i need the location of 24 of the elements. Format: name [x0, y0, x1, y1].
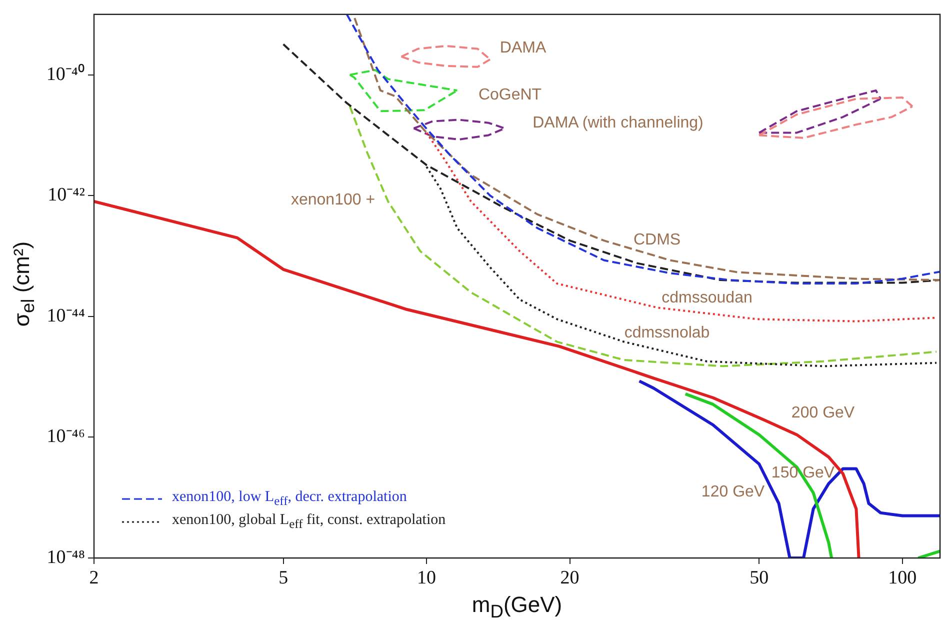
legend-label: xenon100, low L$_{eff}$, decr. extrapolation — [172, 489, 407, 509]
x-tick-label: 100 — [888, 567, 917, 588]
x-tick-label: 50 — [750, 567, 769, 588]
y-tick-label: 10⁻⁴⁰ — [46, 62, 85, 85]
x-tick-label: 10 — [417, 567, 436, 588]
annotation: 150 GeV — [771, 464, 835, 482]
x-tick-label: 5 — [278, 567, 288, 588]
annotation: 120 GeV — [701, 483, 765, 500]
x-axis-title: m$_{D}$(GeV) — [472, 592, 562, 622]
legend-label: xenon100, global L$_{eff}$ fit, const. extrapolation — [172, 512, 446, 532]
annotation: xenon100 + — [290, 191, 376, 208]
annotation: cdmssnolab — [624, 324, 710, 342]
y-tick-label: 10⁻⁴⁶ — [46, 426, 85, 448]
x-tick-label: 20 — [560, 567, 580, 588]
annotation: DAMA (with channeling) — [532, 114, 704, 132]
x-tick-label: 2 — [89, 567, 99, 588]
y-tick-label: 10⁻⁴⁸ — [46, 546, 85, 568]
y-tick-label: 10⁻⁴² — [48, 184, 86, 206]
annotation: CDMS — [633, 231, 681, 248]
annotation: CoGeNT — [478, 86, 542, 104]
y-tick-label: 10⁻⁴⁴ — [46, 305, 86, 326]
annotation: DAMA — [500, 39, 546, 56]
annotation: 200 GeV — [791, 404, 855, 422]
annotation: cdmssoudan — [662, 289, 752, 306]
